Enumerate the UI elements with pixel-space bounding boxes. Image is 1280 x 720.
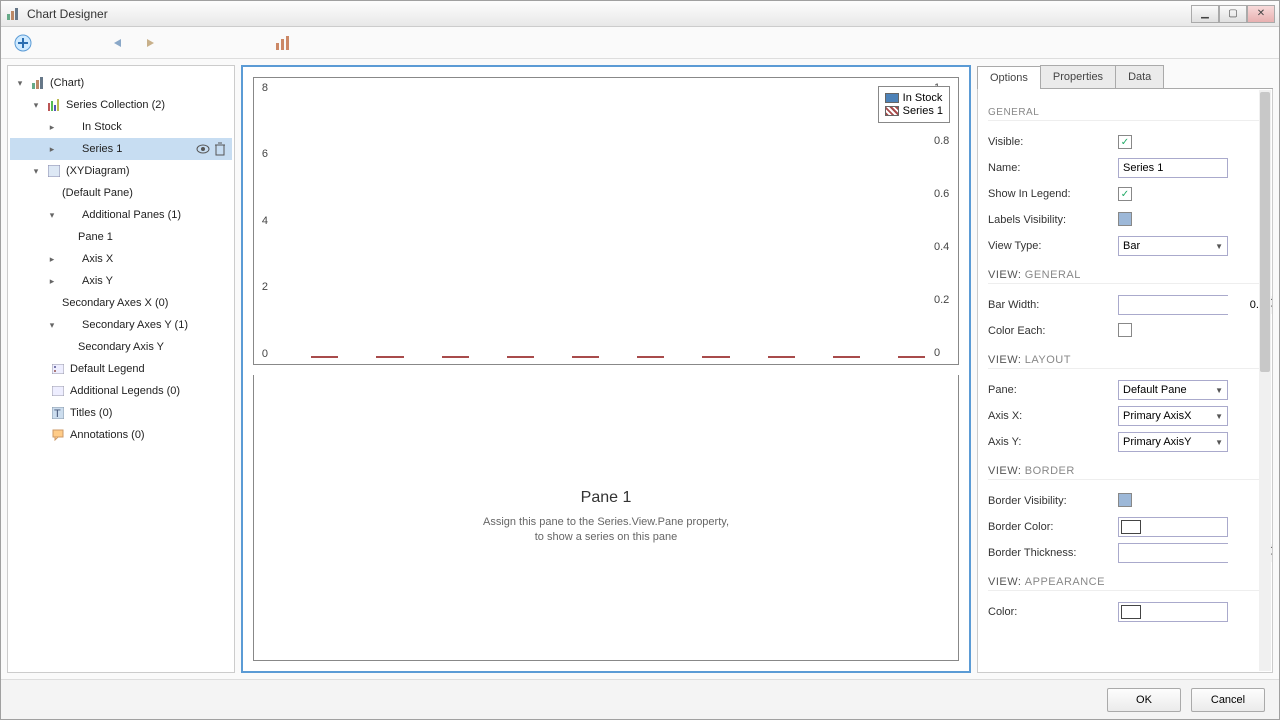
undo-button[interactable]	[107, 31, 131, 55]
section-view-appearance: VIEW: APPEARANCE	[988, 576, 1262, 591]
showinlegend-checkbox[interactable]: ✓	[1118, 187, 1132, 201]
cancel-button[interactable]: Cancel	[1191, 688, 1265, 712]
legend-icon	[50, 384, 66, 398]
section-general: GENERAL	[988, 107, 1262, 121]
tree-axisx[interactable]: ▸ Axis X	[10, 248, 232, 270]
tree-sec-axes-y[interactable]: ▾ Secondary Axes Y (1)	[10, 314, 232, 336]
tree-annotations[interactable]: Annotations (0)	[10, 424, 232, 446]
close-button[interactable]: ✕	[1247, 5, 1275, 23]
borderthickness-input[interactable]: ▲▼	[1118, 543, 1228, 563]
window-title: Chart Designer	[27, 7, 1191, 21]
empty-pane: Pane 1 Assign this pane to the Series.Vi…	[253, 375, 959, 662]
diagram-icon	[46, 164, 62, 178]
legend-icon	[50, 362, 66, 376]
title-icon: T	[50, 406, 66, 420]
coloreach-checkbox[interactable]	[1118, 323, 1132, 337]
chart-bars	[278, 84, 930, 358]
chart-icon	[30, 76, 46, 90]
delete-icon[interactable]	[214, 142, 228, 156]
tree-series-instock[interactable]: ▸ In Stock	[10, 116, 232, 138]
tree-additional-panes[interactable]: ▾ Additional Panes (1)	[10, 204, 232, 226]
app-icon	[5, 6, 21, 22]
tree-series-1[interactable]: ▸ Series 1	[10, 138, 232, 160]
primary-y-axis: 8 6 4 2 0	[254, 78, 270, 364]
tree-series-collection[interactable]: ▾ Series Collection (2)	[10, 94, 232, 116]
name-input[interactable]	[1118, 158, 1228, 178]
axisy-select[interactable]: Primary AxisY▼	[1118, 432, 1228, 452]
section-view-general: VIEW: GENERAL	[988, 269, 1262, 284]
redo-button[interactable]	[139, 31, 163, 55]
tab-options[interactable]: Options	[977, 66, 1041, 89]
axisx-select[interactable]: Primary AxisX▼	[1118, 406, 1228, 426]
labelsvis-checkbox[interactable]	[1118, 212, 1132, 226]
tab-properties[interactable]: Properties	[1040, 65, 1116, 88]
svg-text:T: T	[54, 408, 61, 419]
visibility-icon[interactable]	[196, 142, 210, 156]
ok-button[interactable]: OK	[1107, 688, 1181, 712]
tree-additional-legends[interactable]: Additional Legends (0)	[10, 380, 232, 402]
section-view-layout: VIEW: LAYOUT	[988, 354, 1262, 369]
chart-legend: In Stock Series 1	[878, 86, 950, 123]
chart-type-button[interactable]	[271, 31, 295, 55]
visible-checkbox[interactable]: ✓	[1118, 135, 1132, 149]
tree-default-legend[interactable]: Default Legend	[10, 358, 232, 380]
tree-diagram[interactable]: ▾ (XYDiagram)	[10, 160, 232, 182]
annotation-icon	[50, 428, 66, 442]
tab-data[interactable]: Data	[1115, 65, 1164, 88]
tree-titles[interactable]: T Titles (0)	[10, 402, 232, 424]
tree-axisy[interactable]: ▸ Axis Y	[10, 270, 232, 292]
bordercolor-input[interactable]	[1118, 517, 1228, 537]
tree-root[interactable]: ▾ (Chart)	[10, 72, 232, 94]
minimize-button[interactable]: ▁	[1191, 5, 1219, 23]
tree-panel: ▾ (Chart) ▾ Series Collection (2) ▸ In S…	[7, 65, 235, 673]
tree-default-pane[interactable]: (Default Pane)	[10, 182, 232, 204]
color-input[interactable]	[1118, 602, 1228, 622]
tree-pane1[interactable]: Pane 1	[10, 226, 232, 248]
pane-select[interactable]: Default Pane▼	[1118, 380, 1228, 400]
series-icon	[46, 98, 62, 112]
section-view-border: VIEW: BORDER	[988, 465, 1262, 480]
maximize-button[interactable]: ▢	[1219, 5, 1247, 23]
scrollbar[interactable]	[1259, 90, 1271, 671]
bordervis-checkbox[interactable]	[1118, 493, 1132, 507]
chart-preview: 8 6 4 2 0 1 0.8 0.6 0.4 0.2 0 In Stock	[241, 65, 971, 673]
barwidth-input[interactable]: ▲▼	[1118, 295, 1228, 315]
add-button[interactable]	[11, 31, 35, 55]
tree-sec-axis-y[interactable]: Secondary Axis Y	[10, 336, 232, 358]
tree-sec-axes-x[interactable]: Secondary Axes X (0)	[10, 292, 232, 314]
viewtype-select[interactable]: Bar▼	[1118, 236, 1228, 256]
